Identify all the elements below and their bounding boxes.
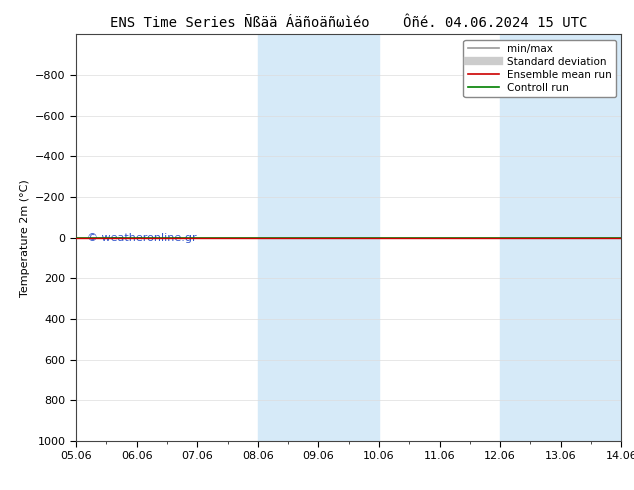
Title: ENS Time Series Ñßää Áäñοäñωìéο    Ôñé. 04.06.2024 15 UTC: ENS Time Series Ñßää Áäñοäñωìéο Ôñé. 04.… — [110, 16, 587, 30]
Bar — [258, 34, 379, 441]
Y-axis label: Temperature 2m (°C): Temperature 2m (°C) — [20, 179, 30, 296]
Text: © weatheronline.gr: © weatheronline.gr — [87, 233, 197, 243]
Legend: min/max, Standard deviation, Ensemble mean run, Controll run: min/max, Standard deviation, Ensemble me… — [463, 40, 616, 97]
Bar — [500, 34, 621, 441]
